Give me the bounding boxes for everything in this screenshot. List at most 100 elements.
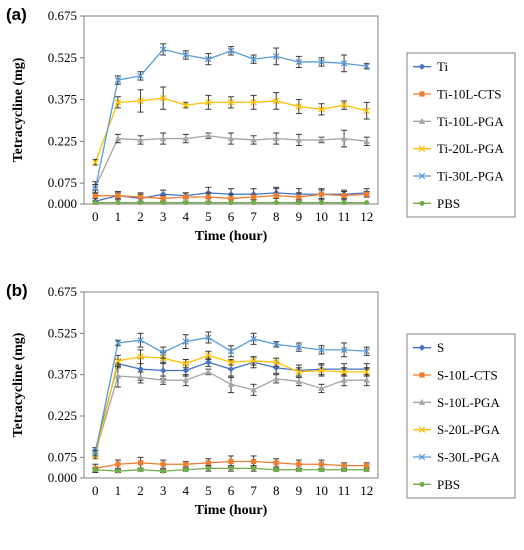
data-point — [295, 136, 303, 143]
x-tick-label: 11 — [338, 483, 351, 498]
legend-swatch-marker — [418, 117, 426, 124]
data-point — [272, 97, 280, 105]
data-point — [228, 458, 234, 465]
data-point — [250, 386, 257, 393]
data-point — [364, 200, 370, 206]
data-point — [363, 347, 370, 355]
y-tick-label: 0.075 — [48, 175, 77, 190]
legend-item: S — [413, 340, 444, 355]
data-point — [159, 135, 167, 142]
legend-item: Ti-20L-PGA — [413, 141, 504, 156]
legend-label: Ti — [437, 59, 448, 74]
legend-item: Ti — [413, 59, 448, 74]
data-point — [114, 99, 122, 106]
x-tick-label: 6 — [228, 209, 235, 224]
data-point — [272, 359, 280, 366]
data-point — [114, 135, 122, 142]
data-point — [273, 193, 279, 199]
data-point — [183, 467, 189, 473]
x-tick-label: 8 — [273, 209, 280, 224]
legend-swatch-marker — [419, 91, 425, 97]
legend-item: S-20L-PGA — [413, 422, 500, 437]
data-point — [183, 194, 189, 200]
data-point — [159, 349, 167, 356]
data-point — [251, 465, 257, 471]
data-point — [296, 467, 302, 473]
data-point — [273, 200, 279, 206]
x-tick-label: 4 — [183, 209, 190, 224]
legend-swatch-marker — [419, 200, 425, 206]
legend-label: S-10L-CTS — [437, 368, 498, 383]
legend-item: Ti-30L-PGA — [413, 169, 504, 184]
data-point — [92, 200, 98, 206]
data-point — [205, 352, 212, 359]
data-point — [92, 467, 98, 473]
x-tick-label: 4 — [183, 483, 190, 498]
legend-label: S-10L-PGA — [437, 395, 500, 410]
y-tick-label: 0.225 — [48, 408, 77, 423]
data-point — [318, 346, 325, 354]
data-point — [227, 365, 235, 373]
x-tick-label: 5 — [205, 209, 212, 224]
data-point — [363, 137, 370, 144]
data-point — [205, 368, 212, 375]
data-point — [137, 374, 144, 381]
data-point — [340, 368, 348, 376]
data-point — [137, 460, 144, 466]
data-point — [227, 347, 235, 355]
data-point — [363, 376, 370, 383]
x-tick-label: 2 — [137, 209, 144, 224]
y-tick-label: 0.375 — [48, 92, 77, 107]
data-point — [251, 458, 257, 465]
data-point — [318, 58, 325, 66]
data-point — [273, 375, 280, 382]
data-point — [115, 468, 121, 474]
data-point — [341, 467, 347, 473]
x-tick-label: 1 — [115, 483, 122, 498]
data-point — [227, 359, 235, 366]
data-point — [159, 94, 167, 102]
data-point — [250, 55, 257, 63]
x-tick-label: 2 — [137, 483, 144, 498]
data-point — [318, 136, 325, 143]
data-point — [182, 101, 190, 109]
data-point — [205, 55, 212, 63]
series-S-10L-CTS — [92, 455, 370, 473]
y-axis-title: Tetracycline (mg) — [11, 332, 26, 437]
x-tick-label: 7 — [250, 209, 257, 224]
data-point — [137, 97, 144, 105]
data-point — [159, 367, 167, 374]
data-point — [296, 194, 302, 200]
data-point — [318, 191, 325, 197]
legend-box — [406, 333, 516, 499]
data-point — [363, 107, 370, 114]
series-S-30L-PGA — [92, 331, 370, 457]
legend-swatch-marker — [418, 145, 426, 152]
data-point — [159, 376, 167, 383]
legend-item: Ti-10L-CTS — [413, 87, 502, 102]
legend-label: Ti-20L-PGA — [437, 141, 504, 156]
legend-label: S-30L-PGA — [437, 450, 500, 465]
x-tick-label: 11 — [338, 209, 351, 224]
series-S-10L-PGA — [92, 364, 370, 457]
data-point — [182, 376, 189, 383]
data-point — [114, 339, 122, 347]
x-tick-label: 3 — [160, 483, 167, 498]
data-point — [115, 200, 121, 206]
data-point — [183, 200, 189, 206]
data-point — [296, 200, 302, 206]
y-tick-label: 0.675 — [48, 8, 77, 23]
data-point — [137, 353, 144, 361]
data-point — [182, 51, 190, 59]
legend-swatch-marker — [418, 398, 426, 405]
chart-panel-b: (b) 0.000 0.075 0.225 0.375 0.525 0.675 0 1 2 3 4 5 6… — [6, 281, 516, 518]
data-point — [227, 47, 235, 55]
series-Ti-10L-PGA — [92, 129, 370, 194]
x-tick-label: 12 — [360, 483, 373, 498]
y-tick-label: 0.000 — [48, 470, 77, 485]
data-point — [273, 135, 280, 142]
data-point — [137, 365, 144, 373]
x-tick-label: 9 — [296, 483, 303, 498]
data-point — [205, 200, 211, 206]
